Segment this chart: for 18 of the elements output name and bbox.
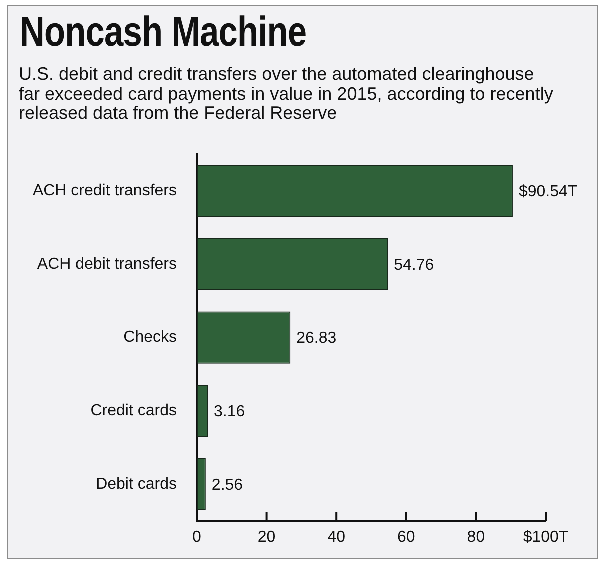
data-label: 3.16 — [214, 403, 246, 420]
data-label: $90.54T — [518, 184, 578, 201]
x-tick-label: 40 — [328, 529, 346, 546]
y-tick-label: Credit cards — [90, 402, 177, 420]
x-tick-label: 80 — [467, 529, 486, 546]
x-tick-label: 0 — [192, 529, 202, 546]
x-tick-label: $100T — [523, 529, 569, 546]
chart-subtitle: U.S. debit and credit transfers over the automated clearinghouse far exceeded card payments in value in 2015, according to recently released data from the Federal Reserve — [19, 64, 554, 124]
y-tick-label: Checks — [124, 329, 177, 346]
data-label: 2.56 — [212, 476, 244, 494]
y-tick-label: ACH debit transfers — [37, 256, 177, 273]
x-tick-label: 60 — [398, 529, 416, 546]
y-tick-label: ACH credit transfers — [32, 182, 177, 200]
x-tick-label: 20 — [258, 529, 276, 546]
chart-title: Noncash Machine — [20, 8, 307, 55]
y-tick-label: Debit cards — [96, 476, 177, 493]
data-label: 26.83 — [296, 330, 337, 348]
data-label: 54.76 — [394, 256, 434, 274]
